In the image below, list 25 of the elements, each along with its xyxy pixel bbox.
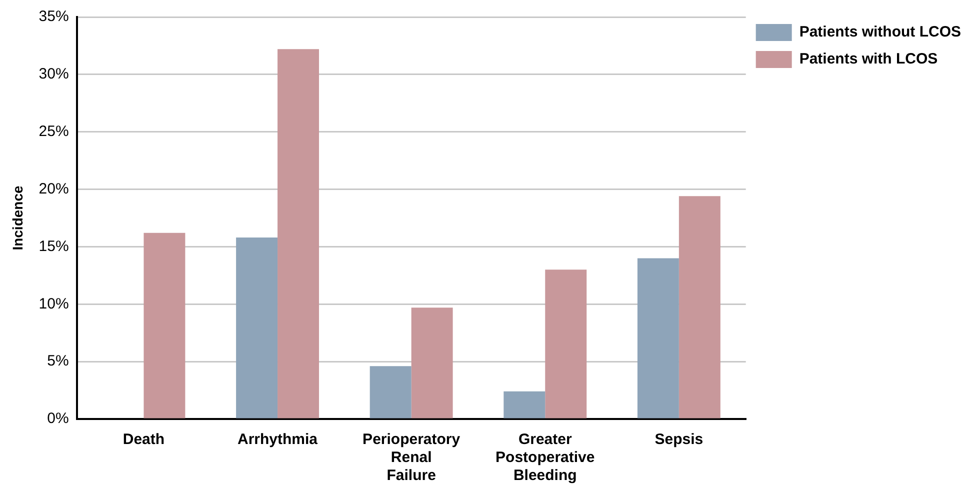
- bar: [144, 232, 186, 418]
- x-tick-label: Greater Postoperative Bleeding: [496, 431, 595, 484]
- y-tick-label: 35%: [38, 8, 69, 26]
- bar: [411, 308, 453, 418]
- x-tick-label: Sepsis: [654, 431, 704, 448]
- bar: [278, 49, 320, 418]
- bar: [678, 196, 720, 418]
- x-tick-label: Perioperatory Renal Failure: [362, 431, 461, 484]
- y-tick-label: 20%: [38, 180, 69, 198]
- legend-label: Patients without LCOS: [799, 24, 962, 41]
- x-tick-label: Death: [122, 431, 165, 448]
- legend-label: Patients with LCOS: [799, 50, 938, 68]
- bar: [236, 238, 278, 418]
- y-tick-label: 25%: [38, 123, 69, 140]
- bar: [545, 270, 587, 418]
- y-tick-label: 15%: [38, 238, 69, 255]
- y-tick-label: 5%: [47, 352, 69, 370]
- bar: [370, 366, 412, 418]
- y-tick-label: 0%: [47, 410, 69, 428]
- bar: [504, 391, 546, 418]
- y-tick-label: 30%: [38, 66, 69, 83]
- y-tick-label: 10%: [38, 295, 69, 312]
- bar: [637, 258, 679, 418]
- y-axis-title: Incidence: [9, 186, 26, 250]
- x-tick-label: Arrhythmia: [238, 431, 318, 448]
